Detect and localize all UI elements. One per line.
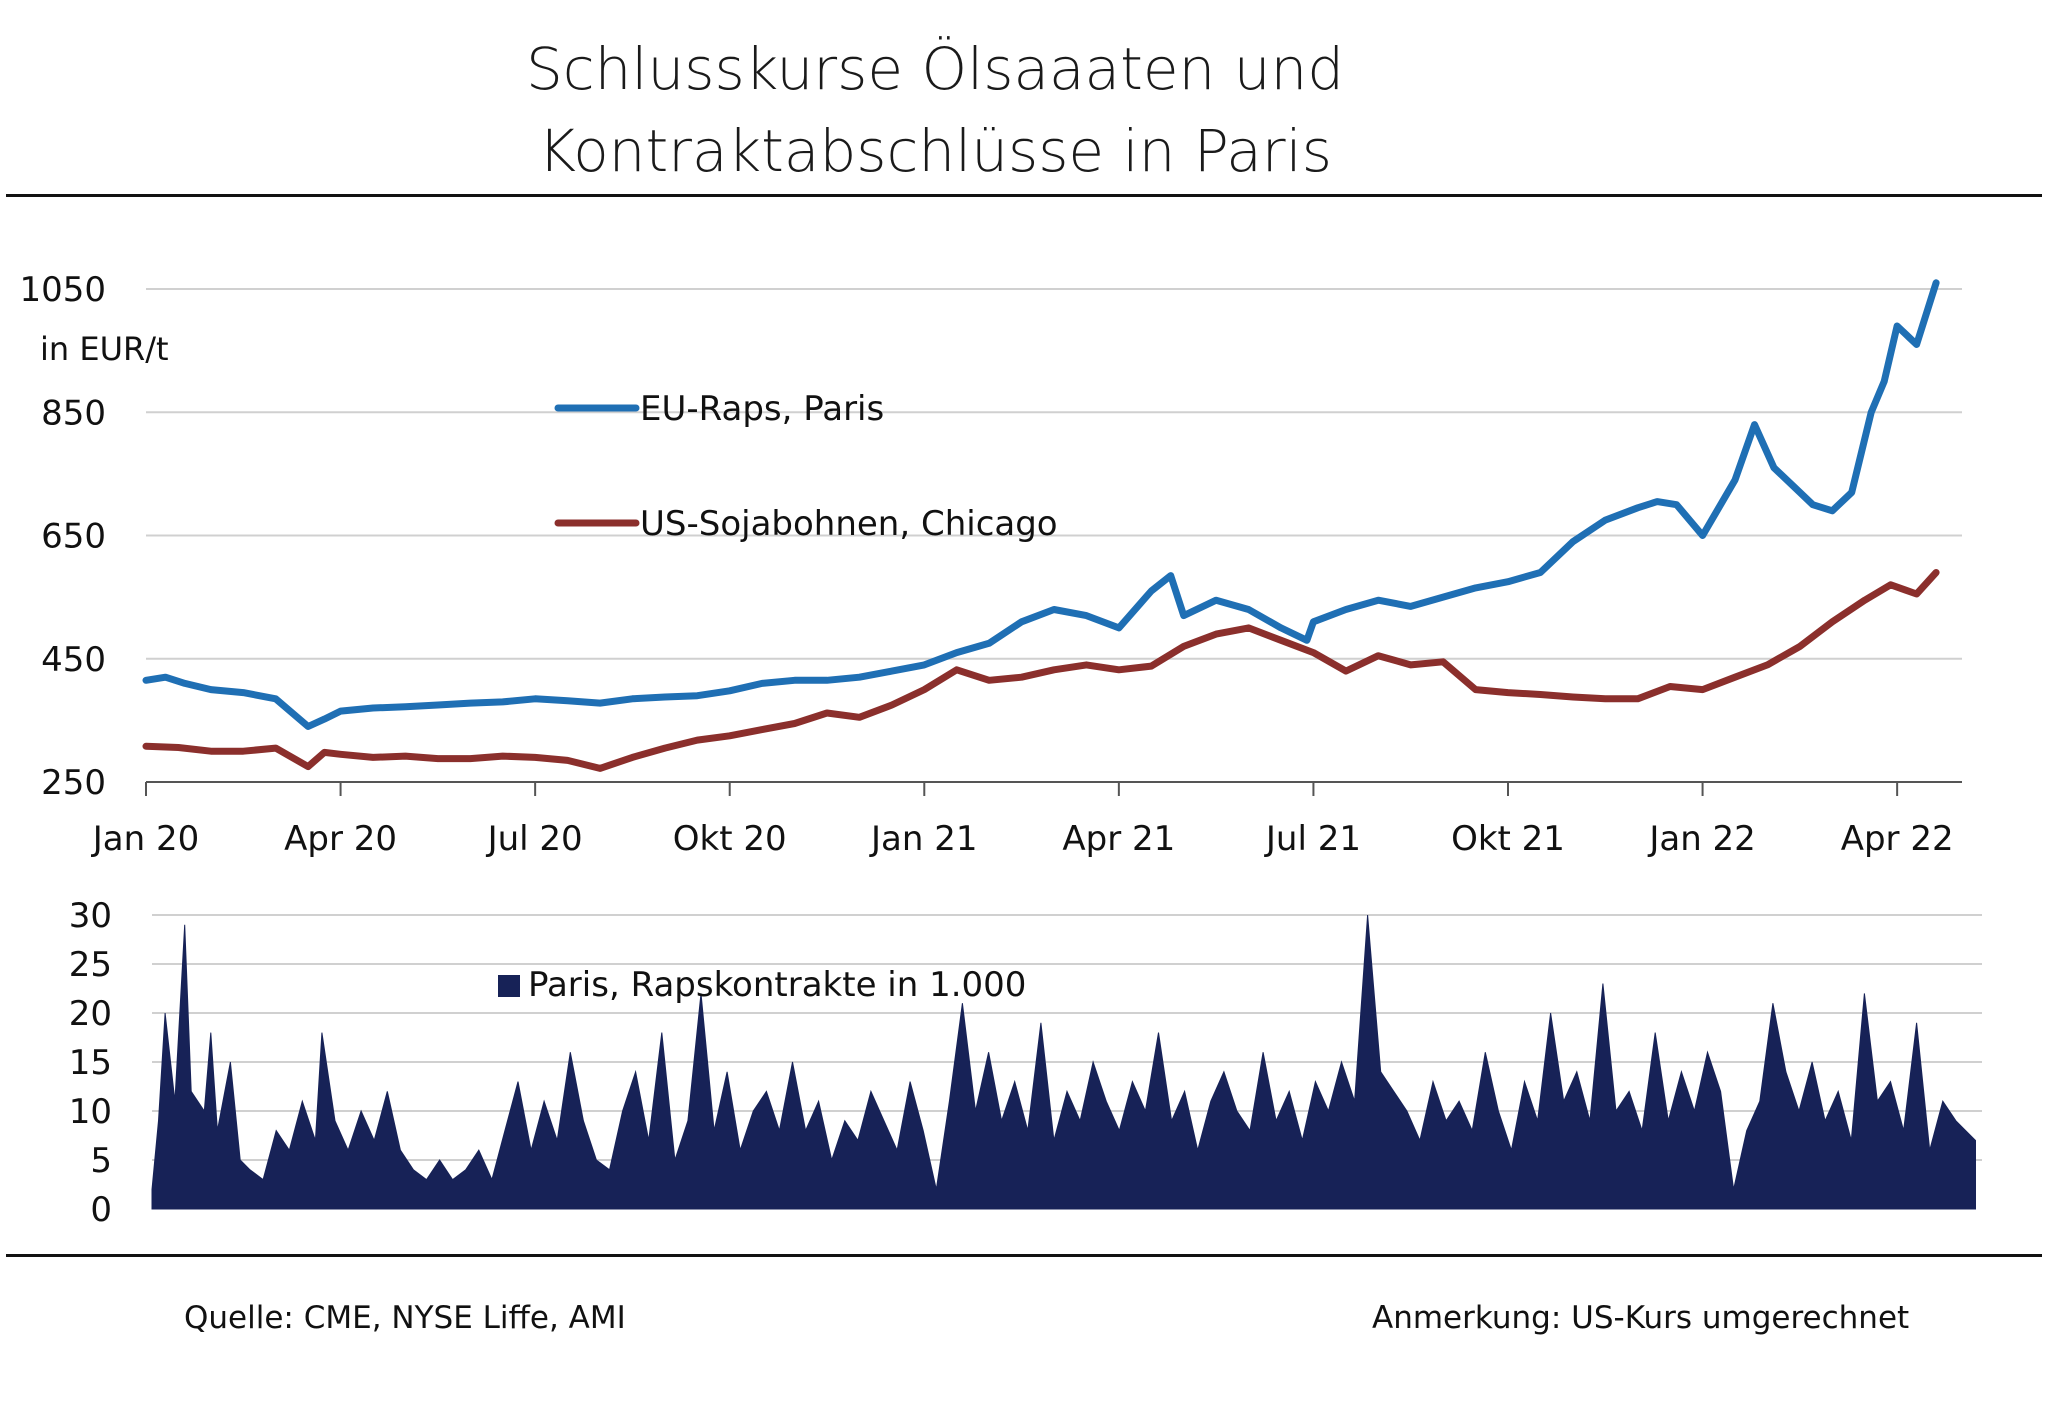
price-x-tick-label: Jan 21 bbox=[869, 819, 977, 859]
chart-title: Schlusskurse Ölsaaaten und Kontraktabsch… bbox=[0, 28, 1870, 192]
legend-volume-swatch bbox=[498, 975, 520, 997]
bottom-rule bbox=[6, 1254, 2042, 1257]
volume-y-tick-label: 30 bbox=[69, 896, 112, 936]
price-x-tick-label: Jul 21 bbox=[1264, 819, 1361, 859]
price-y-tick-label: 250 bbox=[41, 763, 106, 803]
price-y-axis-unit: in EUR/t bbox=[40, 330, 169, 368]
paris-volume-area bbox=[151, 914, 1976, 1210]
price-x-tick-label: Jul 20 bbox=[486, 819, 583, 859]
volume-y-tick-label: 5 bbox=[90, 1141, 112, 1181]
volume-y-tick-label: 25 bbox=[69, 945, 112, 985]
price-x-tick-label: Apr 22 bbox=[1841, 819, 1954, 859]
price-x-tick-label: Apr 21 bbox=[1062, 819, 1175, 859]
chart-title-line-1: Schlusskurse Ölsaaaten und bbox=[525, 35, 1345, 103]
legend-us-soja-label: US-Sojabohnen, Chicago bbox=[640, 504, 1058, 544]
source-note: Quelle: CME, NYSE Liffe, AMI bbox=[184, 1300, 626, 1336]
remark-note: Anmerkung: US-Kurs umgerechnet bbox=[1372, 1300, 1910, 1336]
price-y-tick-label: 1050 bbox=[19, 270, 106, 310]
volume-y-tick-label: 20 bbox=[69, 994, 112, 1034]
eu-raps-line bbox=[142, 279, 1940, 730]
price-x-tick-label: Okt 20 bbox=[673, 819, 787, 859]
volume-y-tick-label: 10 bbox=[69, 1092, 112, 1132]
legend-volume-label: Paris, Rapskontrakte in 1.000 bbox=[528, 965, 1026, 1005]
top-rule bbox=[6, 194, 2042, 197]
price-x-tick-label: Jan 20 bbox=[91, 819, 199, 859]
price-y-tick-label: 650 bbox=[41, 517, 106, 557]
price-x-tick-label: Okt 21 bbox=[1451, 819, 1565, 859]
legend-eu-raps-label: EU-Raps, Paris bbox=[640, 389, 884, 429]
price-x-tick-label: Apr 20 bbox=[284, 819, 397, 859]
volume-y-tick-label: 15 bbox=[69, 1043, 112, 1083]
price-y-tick-label: 450 bbox=[41, 640, 106, 680]
chart-title-line-2: Kontraktabschlüsse in Paris bbox=[538, 117, 1332, 185]
us-soja-line bbox=[142, 569, 1940, 772]
volume-y-tick-label: 0 bbox=[90, 1190, 112, 1230]
price-x-tick-label: Jan 22 bbox=[1647, 819, 1755, 859]
price-y-tick-label: 850 bbox=[41, 393, 106, 433]
